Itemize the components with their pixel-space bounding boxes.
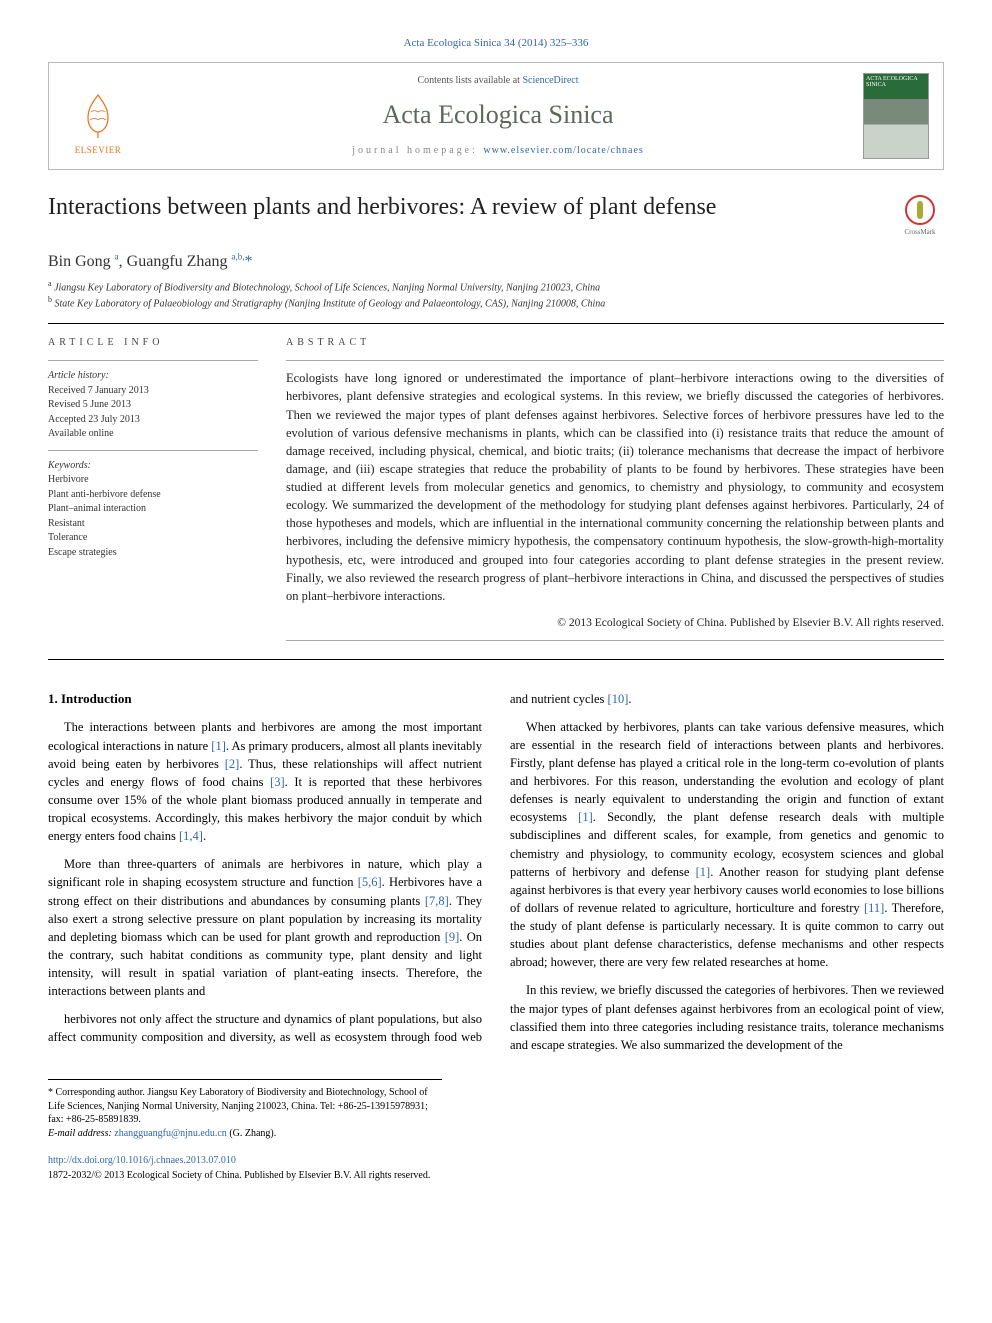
corresponding-email[interactable]: zhangguangfu@njnu.edu.cn <box>114 1128 227 1139</box>
masthead-center: Contents lists available at ScienceDirec… <box>133 74 863 159</box>
abstract-copyright: © 2013 Ecological Society of China. Publ… <box>286 615 944 632</box>
elsevier-tree-icon <box>73 90 123 140</box>
contents-prefix: Contents lists available at <box>417 75 522 86</box>
publisher-logo-text: ELSEVIER <box>75 144 122 157</box>
keyword: Herbivore <box>48 473 258 488</box>
section-heading: 1. Introduction <box>48 690 482 709</box>
journal-homepage-line: journal homepage: www.elsevier.com/locat… <box>133 144 863 159</box>
crossmark-icon <box>905 195 935 225</box>
body-paragraph: In this review, we briefly discussed the… <box>510 981 944 1054</box>
body-paragraph: When attacked by herbivores, plants can … <box>510 718 944 972</box>
journal-homepage-url[interactable]: www.elsevier.com/locate/chnaes <box>483 145 643 156</box>
article-title: Interactions between plants and herbivor… <box>48 192 880 223</box>
doi-link[interactable]: http://dx.doi.org/10.1016/j.chnaes.2013.… <box>48 1154 944 1169</box>
history-online: Available online <box>48 427 258 442</box>
keyword: Resistant <box>48 517 258 532</box>
ref-link[interactable]: [10] <box>608 692 629 706</box>
ref-link[interactable]: [3] <box>270 775 285 789</box>
crossmark-label: CrossMark <box>904 227 935 237</box>
corresponding-author-note: * Corresponding author. Jiangsu Key Labo… <box>48 1086 442 1127</box>
ref-link[interactable]: [1] <box>211 739 226 753</box>
journal-masthead: ELSEVIER Contents lists available at Sci… <box>48 62 944 170</box>
affiliations: a Jiangsu Key Laboratory of Biodiversity… <box>48 279 944 311</box>
page-footer: http://dx.doi.org/10.1016/j.chnaes.2013.… <box>48 1154 944 1183</box>
keyword: Escape strategies <box>48 546 258 561</box>
history-received: Received 7 January 2013 <box>48 384 258 399</box>
ref-link[interactable]: [11] <box>864 901 884 915</box>
history-label: Article history: <box>48 369 258 384</box>
ref-link[interactable]: [9] <box>445 930 460 944</box>
history-revised: Revised 5 June 2013 <box>48 398 258 413</box>
keyword: Plant–animal interaction <box>48 502 258 517</box>
journal-cover-thumbnail: ACTA ECOLOGICA SINICA <box>863 73 929 159</box>
article-info-heading: ARTICLE INFO <box>48 336 258 351</box>
ref-link[interactable]: [2] <box>225 757 240 771</box>
issn-copyright: 1872-2032/© 2013 Ecological Society of C… <box>48 1169 944 1184</box>
contents-available-line: Contents lists available at ScienceDirec… <box>133 74 863 89</box>
divider <box>48 323 944 324</box>
email-suffix: (G. Zhang). <box>227 1128 276 1139</box>
ref-link[interactable]: [5,6] <box>358 875 382 889</box>
homepage-prefix: journal homepage: <box>352 145 483 156</box>
publisher-logo-block: ELSEVIER <box>63 75 133 157</box>
crossmark-badge[interactable]: CrossMark <box>896 192 944 240</box>
body-paragraph: More than three-quarters of animals are … <box>48 855 482 1000</box>
abstract-column: ABSTRACT Ecologists have long ignored or… <box>286 336 944 641</box>
email-line: E-mail address: zhangguangfu@njnu.edu.cn… <box>48 1127 442 1141</box>
footnotes: * Corresponding author. Jiangsu Key Labo… <box>48 1079 442 1140</box>
article-info-column: ARTICLE INFO Article history: Received 7… <box>48 336 258 641</box>
keyword: Plant anti-herbivore defense <box>48 488 258 503</box>
running-head-citation: Acta Ecologica Sinica 34 (2014) 325–336 <box>48 36 944 52</box>
ref-link[interactable]: [1] <box>578 810 593 824</box>
sciencedirect-link[interactable]: ScienceDirect <box>522 75 578 86</box>
ref-link[interactable]: [1,4] <box>179 829 203 843</box>
abstract-body: Ecologists have long ignored or underest… <box>286 369 944 605</box>
history-accepted: Accepted 23 July 2013 <box>48 413 258 428</box>
ref-link[interactable]: [7,8] <box>425 894 449 908</box>
body-paragraph: The interactions between plants and herb… <box>48 718 482 845</box>
keywords-label: Keywords: <box>48 459 258 474</box>
body-text: 1. Introduction The interactions between… <box>48 690 944 1056</box>
journal-title: Acta Ecologica Sinica <box>133 96 863 134</box>
ref-link[interactable]: [1] <box>696 865 711 879</box>
affiliation-b: b State Key Laboratory of Palaeobiology … <box>48 295 944 311</box>
email-label: E-mail address: <box>48 1128 114 1139</box>
author-list: Bin Gong a, Guangfu Zhang a,b,* <box>48 250 944 273</box>
keyword: Tolerance <box>48 531 258 546</box>
abstract-heading: ABSTRACT <box>286 336 944 351</box>
cover-text: ACTA ECOLOGICA SINICA <box>864 74 928 90</box>
divider <box>48 659 944 660</box>
affiliation-a: a Jiangsu Key Laboratory of Biodiversity… <box>48 279 944 295</box>
